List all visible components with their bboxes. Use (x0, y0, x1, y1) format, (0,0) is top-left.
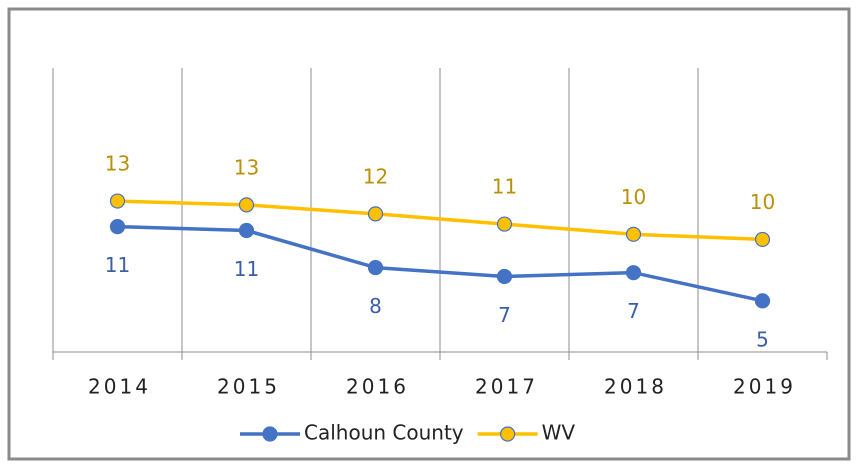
data-point (109, 219, 126, 235)
data-point (754, 231, 771, 248)
data-label: 11 (234, 257, 259, 281)
data-label: 12 (363, 164, 388, 188)
data-point (367, 206, 384, 222)
data-label: 13 (234, 155, 259, 179)
legend-label: WV (542, 421, 576, 445)
data-label: 7 (627, 299, 640, 323)
data-point (238, 197, 255, 213)
data-point (496, 216, 513, 232)
data-point (238, 222, 255, 239)
x-tick-label: 2018 (604, 375, 667, 399)
series-line (117, 199, 763, 242)
data-point (496, 268, 513, 285)
data-label: 8 (369, 294, 382, 318)
legend-label: Calhoun County (304, 421, 464, 445)
x-tick-label: 2017 (475, 375, 538, 399)
data-point (625, 226, 642, 242)
series-line (117, 224, 763, 303)
data-label: 11 (492, 175, 517, 199)
data-point (367, 259, 384, 276)
data-label: 13 (105, 152, 130, 176)
x-tick-label: 2019 (733, 375, 796, 399)
x-tick-label: 2014 (88, 375, 151, 399)
data-point (109, 193, 126, 209)
data-point (754, 293, 771, 309)
x-tick-label: 2015 (217, 375, 280, 399)
data-label: 10 (750, 190, 775, 214)
chart-border (7, 7, 851, 461)
legend-marker (500, 426, 516, 442)
data-label: 7 (498, 303, 511, 327)
x-tick-label: 2016 (346, 375, 409, 399)
data-label: 5 (756, 327, 769, 351)
data-point (625, 265, 642, 281)
data-label: 10 (621, 185, 646, 209)
data-label: 11 (105, 253, 130, 277)
legend-marker (262, 426, 278, 442)
